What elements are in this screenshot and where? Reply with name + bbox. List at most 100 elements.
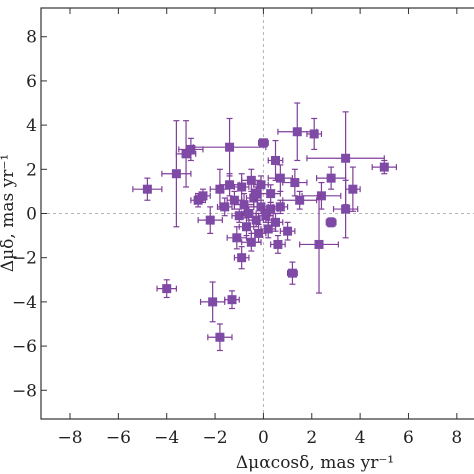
point-marker — [348, 184, 358, 194]
point-marker — [142, 184, 152, 194]
x-tick-label: 6 — [403, 428, 414, 448]
y-tick-label: −2 — [12, 249, 37, 269]
point-marker — [258, 138, 268, 148]
point-marker — [186, 144, 196, 154]
point-marker — [379, 162, 389, 172]
x-tick-label: −6 — [106, 428, 131, 448]
point-marker — [287, 268, 297, 278]
point-marker — [256, 180, 266, 190]
point-marker — [273, 239, 283, 249]
point-marker — [341, 153, 351, 163]
data-point — [207, 323, 233, 352]
data-point — [286, 261, 298, 285]
points-layer — [132, 102, 397, 352]
data-point — [272, 199, 289, 215]
data-point — [267, 164, 294, 193]
data-point — [299, 195, 339, 294]
point-marker — [171, 169, 181, 179]
x-tick-label: −4 — [154, 428, 179, 448]
data-point — [260, 219, 277, 239]
y-tick-label: 6 — [26, 72, 37, 92]
data-point — [267, 139, 284, 181]
point-marker — [341, 204, 351, 214]
point-marker — [292, 127, 302, 137]
point-marker — [314, 239, 324, 249]
point-marker — [162, 284, 172, 294]
point-marker — [193, 195, 203, 205]
y-ticks: −8 −6 −4 −2 0 2 4 6 8 — [12, 28, 47, 401]
point-marker — [205, 215, 215, 225]
point-marker — [275, 173, 285, 183]
x-tick-label: 4 — [355, 428, 366, 448]
point-marker — [275, 202, 285, 212]
y-tick-label: 0 — [26, 205, 37, 225]
x-axis-title: Δμαcosδ, mas yr⁻¹ — [236, 453, 394, 473]
point-marker — [244, 209, 254, 218]
x-ticks: −8 −6 −4 −2 0 2 4 6 8 — [57, 8, 462, 448]
point-marker — [208, 297, 218, 307]
point-marker — [326, 173, 336, 183]
data-point — [371, 159, 397, 175]
x-tick-label: 0 — [258, 428, 269, 448]
point-marker — [261, 211, 271, 221]
point-marker — [225, 180, 235, 190]
data-point — [257, 138, 269, 148]
data-point — [199, 281, 226, 323]
data-point — [132, 177, 163, 201]
point-marker — [181, 149, 191, 159]
point-marker — [220, 202, 230, 212]
point-marker — [234, 211, 244, 221]
data-point — [282, 168, 308, 197]
y-tick-label: 2 — [26, 160, 37, 180]
data-point — [192, 117, 267, 177]
data-point — [226, 226, 248, 250]
y-tick-label: −6 — [12, 337, 37, 357]
data-point — [197, 206, 223, 234]
point-marker — [241, 222, 251, 232]
data-point — [325, 217, 337, 228]
point-marker — [263, 224, 273, 234]
data-point — [233, 246, 250, 270]
point-marker — [271, 155, 281, 165]
data-point — [332, 179, 359, 239]
point-marker — [283, 226, 293, 236]
point-marker — [215, 332, 225, 342]
data-point — [279, 221, 296, 241]
point-marker — [251, 189, 261, 199]
data-point — [156, 279, 177, 299]
data-point — [250, 223, 267, 243]
y-axis-title: Δμδ, mas yr⁻¹ — [0, 154, 18, 272]
point-marker — [266, 189, 276, 199]
point-marker — [237, 253, 247, 263]
point-marker — [326, 217, 336, 227]
x-tick-label: 8 — [451, 428, 462, 448]
x-tick-label: −8 — [57, 428, 82, 448]
x-tick-label: 2 — [306, 428, 317, 448]
data-point — [250, 186, 262, 201]
point-marker — [254, 228, 264, 238]
point-marker — [271, 217, 281, 227]
point-marker — [198, 191, 208, 201]
point-marker — [239, 200, 249, 210]
point-marker — [309, 129, 319, 139]
data-point — [224, 290, 240, 310]
data-point — [270, 234, 286, 254]
y-tick-label: 4 — [26, 116, 37, 136]
point-marker — [266, 204, 276, 214]
point-marker — [227, 295, 237, 305]
point-marker — [229, 195, 239, 205]
point-marker — [246, 175, 256, 185]
y-tick-label: 8 — [26, 28, 37, 48]
data-point — [282, 190, 318, 210]
point-marker — [246, 237, 256, 247]
y-tick-label: −8 — [12, 381, 37, 401]
point-marker — [225, 142, 235, 152]
data-point — [195, 188, 211, 204]
point-marker — [237, 182, 247, 192]
data-point — [345, 166, 361, 212]
point-marker — [295, 195, 305, 205]
point-marker — [232, 233, 242, 243]
y-tick-label: −4 — [12, 293, 37, 313]
point-marker — [290, 178, 300, 188]
